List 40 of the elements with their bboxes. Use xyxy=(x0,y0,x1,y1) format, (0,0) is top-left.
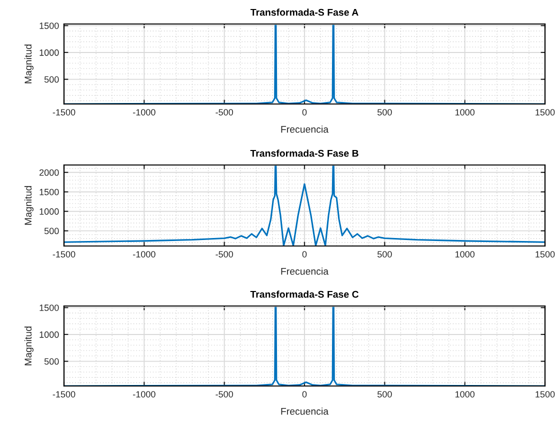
chart-title: Transformada-S Fase B xyxy=(250,150,358,157)
x-axis-title: Frecuencia xyxy=(281,408,329,415)
y-tick-label: 1500 xyxy=(40,304,59,311)
x-tick-label: -500 xyxy=(216,391,234,398)
x-tick-label: 1500 xyxy=(536,391,555,398)
x-tick-label: -500 xyxy=(216,109,234,116)
x-tick-label: -1500 xyxy=(52,391,76,398)
x-tick-label: 1000 xyxy=(455,109,475,116)
y-tick-label: 1000 xyxy=(40,49,59,56)
y-axis-title: Magnitud xyxy=(24,44,34,84)
y-tick-label: 1500 xyxy=(40,188,59,196)
x-tick-label: 500 xyxy=(377,251,392,258)
y-tick-label: 1000 xyxy=(40,331,59,338)
chart-title: Transformada-S Fase A xyxy=(250,8,358,16)
y-axis-title: Magnitud xyxy=(24,326,34,366)
x-tick-label: -1500 xyxy=(52,109,76,116)
y-tick-label: 1500 xyxy=(40,22,59,29)
x-tick-label: 500 xyxy=(377,391,392,398)
x-tick-label: -1000 xyxy=(133,251,156,258)
x-tick-label: 1500 xyxy=(536,251,555,258)
y-tick-label: 1000 xyxy=(40,208,59,215)
x-axis-title: Frecuencia xyxy=(281,268,329,275)
y-tick-label: 2000 xyxy=(40,169,59,176)
y-tick-label: 500 xyxy=(44,228,59,234)
x-tick-label: 0 xyxy=(302,391,307,398)
x-tick-label: -1500 xyxy=(52,251,76,258)
x-tick-label: -1000 xyxy=(133,109,156,116)
y-tick-label: 500 xyxy=(44,358,59,365)
x-tick-label: 1000 xyxy=(455,391,475,398)
y-tick-label: 500 xyxy=(44,76,59,83)
chart-title: Transformada-S Fase C xyxy=(250,290,359,298)
x-tick-label: 1500 xyxy=(536,109,555,116)
x-tick-label: -500 xyxy=(216,251,234,258)
x-tick-label: 0 xyxy=(302,251,307,258)
x-tick-label: 500 xyxy=(377,109,392,116)
x-tick-label: 1000 xyxy=(455,251,475,258)
y-axis-title: Magnitud xyxy=(24,186,34,225)
x-tick-label: 0 xyxy=(302,109,307,116)
x-axis-title: Frecuencia xyxy=(281,126,329,133)
x-tick-label: -1000 xyxy=(133,391,156,398)
